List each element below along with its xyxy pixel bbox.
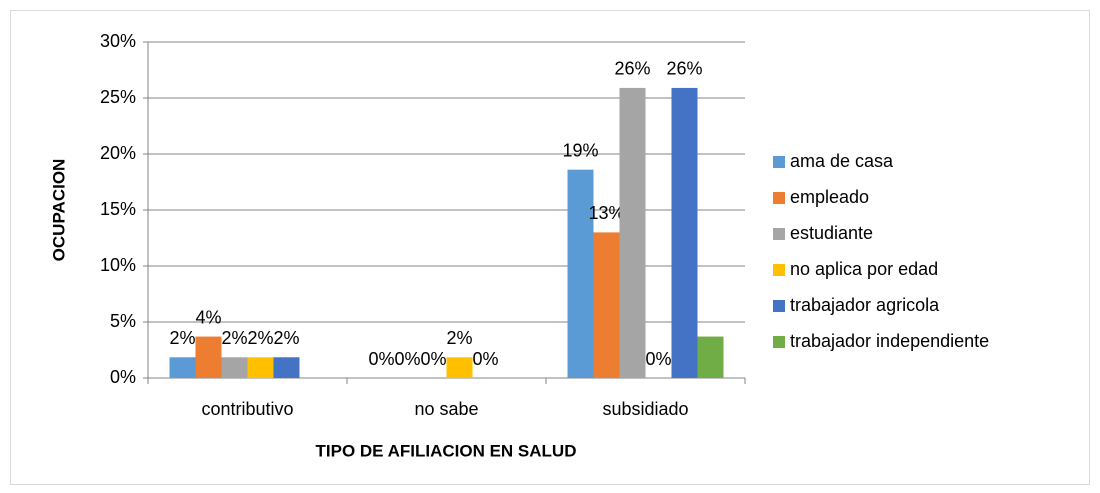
data-label: 0% [472, 349, 498, 369]
chart-border [10, 10, 1090, 485]
data-label: 26% [666, 59, 702, 79]
data-label: 4% [195, 307, 221, 327]
y-axis-title: OCUPACION [49, 159, 68, 262]
legend-label: empleado [790, 187, 869, 207]
legend-swatch [773, 300, 785, 312]
y-tick-label: 10% [100, 255, 136, 275]
legend-label: trabajador agricola [790, 295, 940, 315]
x-tick-label: no sabe [414, 399, 478, 419]
y-tick-label: 5% [110, 311, 136, 331]
x-axis-title: TIPO DE AFILIACION EN SALUD [316, 441, 577, 460]
bar [195, 336, 222, 378]
y-tick-label: 30% [100, 31, 136, 51]
bar [619, 87, 646, 379]
legend-swatch [773, 192, 785, 204]
y-tick-label: 20% [100, 143, 136, 163]
legend-swatch [773, 156, 785, 168]
data-label: 0% [368, 349, 394, 369]
x-tick-label: contributivo [201, 399, 293, 419]
data-label: 2% [247, 328, 273, 348]
data-label: 19% [562, 140, 598, 160]
y-tick-label: 25% [100, 87, 136, 107]
bar [169, 357, 196, 378]
data-label: 0% [645, 349, 671, 369]
bar [593, 232, 620, 378]
data-label: 2% [273, 328, 299, 348]
bar [567, 169, 594, 378]
data-label: 2% [169, 328, 195, 348]
y-tick-label: 0% [110, 367, 136, 387]
legend-label: trabajador independiente [790, 331, 989, 351]
legend-swatch [773, 336, 785, 348]
bar [671, 87, 698, 379]
bar [446, 357, 473, 378]
bar [697, 336, 724, 378]
x-tick-label: subsidiado [602, 399, 688, 419]
bar [247, 357, 274, 378]
legend-swatch [773, 264, 785, 276]
legend-label: no aplica por edad [790, 259, 938, 279]
data-label: 0% [420, 349, 446, 369]
bar [273, 357, 300, 378]
data-label: 0% [394, 349, 420, 369]
data-label: 2% [221, 328, 247, 348]
data-label: 26% [614, 59, 650, 79]
legend-label: estudiante [790, 223, 873, 243]
data-label: 13% [588, 203, 624, 223]
data-label: 2% [446, 328, 472, 348]
legend-label: ama de casa [790, 151, 894, 171]
y-tick-label: 15% [100, 199, 136, 219]
legend-swatch [773, 228, 785, 240]
bar [221, 357, 248, 378]
